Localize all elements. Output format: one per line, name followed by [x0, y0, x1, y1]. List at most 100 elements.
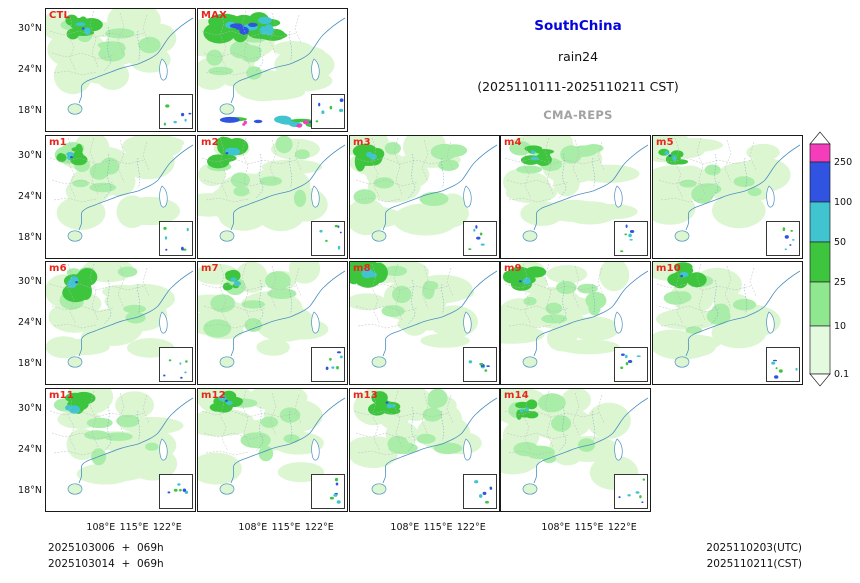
- x-tick-label: 108°E: [541, 522, 571, 533]
- map-image: [198, 10, 346, 129]
- colorbar-tick-label: 0.1: [834, 369, 849, 380]
- figure-region-title: SouthChina: [534, 18, 622, 34]
- figure-valid-period: (2025110111-2025110211 CST): [477, 79, 679, 94]
- x-tick-label: 122°E: [304, 522, 334, 533]
- colorbar-segment: [809, 201, 831, 243]
- init-time-line1: 2025103006 + 069h: [48, 542, 164, 554]
- colorbar-tick-label: 100: [834, 197, 852, 208]
- figure-model-name: CMA-REPS: [543, 108, 613, 122]
- valid-time-cst: 2025110211(CST): [706, 558, 802, 570]
- y-tick-label: 18°N: [18, 485, 42, 496]
- x-tick-label: 108°E: [86, 522, 116, 533]
- panel-label-m1: m1: [49, 137, 67, 148]
- y-tick-label: 24°N: [18, 317, 42, 328]
- map-image: [46, 9, 194, 129]
- map-panel-m1: m1: [45, 135, 196, 259]
- map-image: [501, 262, 649, 382]
- colorbar-tick-label: 50: [834, 237, 846, 248]
- panel-label-m11: m11: [49, 390, 74, 401]
- y-tick-label: 24°N: [18, 191, 42, 202]
- map-panel-m5: m5: [652, 135, 803, 259]
- precipitation-colorbar: 250 100 50 25 10 0.1: [806, 130, 858, 392]
- x-tick-label: 122°E: [152, 522, 182, 533]
- map-image: [350, 262, 498, 382]
- map-panel-m7: m7: [197, 261, 348, 385]
- panel-label-m7: m7: [201, 263, 219, 274]
- map-panel-m10: m10: [652, 261, 803, 385]
- y-tick-label: 24°N: [18, 444, 42, 455]
- map-panel-m8: m8: [349, 261, 500, 385]
- panel-label-m10: m10: [656, 263, 681, 274]
- map-image: [501, 389, 649, 509]
- colorbar-under-arrow: [809, 373, 831, 387]
- map-image: [653, 136, 801, 256]
- map-image: [350, 136, 498, 256]
- title-block: SouthChina rain24 (2025110111-2025110211…: [420, 18, 736, 122]
- panel-label-m6: m6: [49, 263, 67, 274]
- colorbar-tick-label: 25: [834, 277, 846, 288]
- x-tick-label: 115°E: [574, 522, 604, 533]
- map-panel-m3: m3: [349, 135, 500, 259]
- panel-label-m13: m13: [353, 390, 378, 401]
- x-tick-label: 108°E: [238, 522, 268, 533]
- map-image: [503, 136, 649, 256]
- y-tick-label: 24°N: [18, 64, 42, 75]
- y-tick-label: 30°N: [18, 150, 42, 161]
- x-tick-label: 122°E: [456, 522, 486, 533]
- x-tick-label: 115°E: [119, 522, 149, 533]
- panel-label-m8: m8: [353, 263, 371, 274]
- map-image: [49, 136, 194, 256]
- map-image: [653, 262, 801, 382]
- colorbar-segment: [809, 143, 831, 163]
- panel-label-m12: m12: [201, 390, 226, 401]
- panel-label-m4: m4: [504, 137, 522, 148]
- x-tick-label: 122°E: [607, 522, 637, 533]
- map-panel-m4: m4: [500, 135, 651, 259]
- init-time-block: 2025103006 + 069h 2025103014 + 069h: [48, 540, 164, 572]
- panel-label-m9: m9: [504, 263, 522, 274]
- colorbar-segment: [809, 161, 831, 203]
- map-panel-CTL: CTL: [45, 8, 196, 132]
- map-panel-m11: m11: [45, 388, 196, 512]
- map-image: [46, 262, 194, 382]
- valid-time-utc: 2025110203(UTC): [706, 542, 802, 554]
- panel-label-CTL: CTL: [49, 10, 71, 21]
- map-panel-m12: m12: [197, 388, 348, 512]
- map-panel-m13: m13: [349, 388, 500, 512]
- colorbar-tick-label: 250: [834, 157, 852, 168]
- x-tick-label: 108°E: [390, 522, 420, 533]
- map-image: [198, 136, 346, 256]
- map-panel-MAX: MAX: [197, 8, 348, 132]
- colorbar-segment: [809, 281, 831, 327]
- map-image: [350, 389, 498, 509]
- colorbar-segment: [809, 241, 831, 283]
- x-tick-label: 115°E: [271, 522, 301, 533]
- map-panel-m14: m14: [500, 388, 651, 512]
- y-tick-label: 18°N: [18, 232, 42, 243]
- map-panel-m2: m2: [197, 135, 348, 259]
- map-panel-m9: m9: [500, 261, 651, 385]
- init-time-line2: 2025103014 + 069h: [48, 558, 164, 570]
- x-tick-label: 115°E: [423, 522, 453, 533]
- map-panel-m6: m6: [45, 261, 196, 385]
- colorbar-segment: [809, 325, 831, 375]
- colorbar-image: 250 100 50 25 10 0.1: [809, 131, 852, 387]
- y-tick-label: 18°N: [18, 358, 42, 369]
- valid-time-block: 2025110203(UTC) 2025110211(CST): [706, 540, 802, 572]
- panel-label-m14: m14: [504, 390, 529, 401]
- map-image: [198, 262, 346, 382]
- y-tick-label: 30°N: [18, 23, 42, 34]
- map-image: [198, 389, 346, 509]
- panel-label-m2: m2: [201, 137, 219, 148]
- colorbar-over-arrow: [809, 131, 831, 145]
- figure-variable-title: rain24: [557, 49, 599, 64]
- y-tick-label: 18°N: [18, 105, 42, 116]
- y-tick-label: 30°N: [18, 276, 42, 287]
- panel-label-m5: m5: [656, 137, 674, 148]
- panel-label-m3: m3: [353, 137, 371, 148]
- map-image: [49, 389, 194, 509]
- y-tick-label: 30°N: [18, 403, 42, 414]
- colorbar-tick-label: 10: [834, 321, 846, 332]
- panel-label-MAX: MAX: [201, 10, 228, 21]
